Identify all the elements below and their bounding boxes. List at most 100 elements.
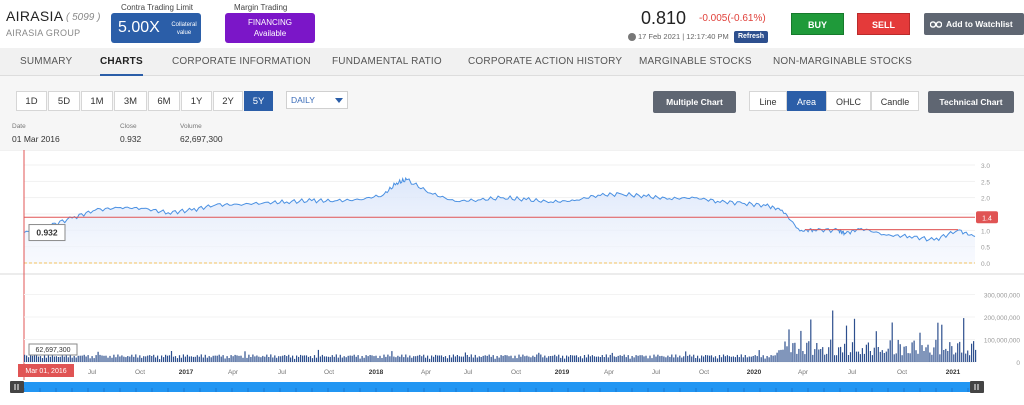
volume-bar [893,354,895,362]
volume-bar [460,356,462,362]
volume-bar [87,355,89,362]
volume-bar [534,356,536,362]
x-axis-tick-label: Oct [897,369,907,376]
volume-bar [190,356,192,362]
volume-bar [196,355,198,362]
volume-bar [857,351,860,362]
volume-bar [740,354,742,362]
contra-limit-label: Contra Trading Limit [121,3,194,12]
period-1d[interactable]: 1D [16,91,47,111]
period-1m[interactable]: 1M [81,91,113,111]
refresh-button[interactable]: Refresh [734,31,768,43]
volume-bar [776,352,778,362]
tab-corporate-information[interactable]: CORPORATE INFORMATION [172,56,311,67]
volume-bar [540,354,542,362]
volume-bar [633,357,635,362]
volume-bar [309,356,312,362]
multiple-chart-button[interactable]: Multiple Chart [653,91,736,113]
volume-bar [552,355,554,362]
volume-bar [617,355,619,362]
volume-bar [224,358,226,362]
period-2y[interactable]: 2Y [213,91,243,111]
volume-bar [250,357,252,362]
volume-bar [915,350,917,362]
volume-bar [39,356,42,362]
volume-bar [512,358,514,362]
volume-bar [572,355,574,362]
add-to-watchlist-button[interactable]: Add to Watchlist [924,13,1024,35]
volume-bar [595,356,597,362]
volume-bar [716,358,719,362]
volume-bar [151,356,153,362]
volume-bar [583,355,586,362]
stock-code: ( 5099 ) [66,12,101,23]
x-axis-tick-label: Jul [848,369,857,376]
period-5d[interactable]: 5D [48,91,80,111]
navigator-scrollbar[interactable] [10,382,984,392]
tab-fundamental-ratio[interactable]: FUNDAMENTAL RATIO [332,56,442,67]
technical-chart-button[interactable]: Technical Chart [928,91,1014,113]
volume-bar [907,353,909,362]
volume-bar [651,358,653,362]
chart-type-area[interactable]: Area [787,91,826,111]
volume-bar [875,331,877,362]
chart-type-ohlc[interactable]: OHLC [826,91,871,111]
tab-marginable-stocks[interactable]: MARGINABLE STOCKS [639,56,752,67]
period-1y[interactable]: 1Y [181,91,212,111]
price-volume-chart[interactable]: 0.00.51.01.52.02.53.01.40.9320100,000,00… [0,149,1024,400]
volume-bar [921,345,923,362]
volume-bar [728,356,730,362]
price-timestamp: 17 Feb 2021 | 12:17:40 PM [638,32,729,41]
volume-bar [272,357,274,362]
volume-bar [836,355,838,362]
frequency-select[interactable]: DAILY [286,91,348,109]
volume-bar [645,355,647,362]
volume-bar [959,341,961,362]
chart-type-line[interactable]: Line [749,91,787,111]
volume-bar [845,325,848,362]
navigator-handle-left[interactable] [10,381,24,393]
volume-bar [178,355,181,362]
volume-axis-tick-label: 200,000,000 [984,315,1021,322]
period-3m[interactable]: 3M [114,91,147,111]
volume-bar [838,347,840,362]
volume-bar [589,356,591,362]
volume-bar [212,355,214,362]
volume-bar [240,355,242,362]
price-axis-tick-label: 1.0 [981,228,990,235]
volume-bar [828,347,830,362]
volume-bar [778,350,780,362]
volume-bar [427,355,429,362]
volume-bar [371,355,373,362]
navigator-handle-right[interactable] [970,381,984,393]
tab-summary[interactable]: SUMMARY [20,56,73,67]
tab-charts[interactable]: CHARTS [100,48,143,76]
period-5y[interactable]: 5Y [244,91,273,111]
section-tabs: SUMMARY CHARTS CORPORATE INFORMATION FUN… [0,48,1024,76]
volume-axis-tick-label: 0 [1016,360,1020,367]
price-axis-tick-label: 2.0 [981,196,990,203]
volume-bar [222,355,224,362]
period-6m[interactable]: 6M [148,91,180,111]
volume-bar [389,356,391,362]
volume-bar [550,356,552,362]
volume-bar [165,354,167,362]
volume-bar [796,353,798,362]
volume-bar [738,357,740,362]
date-value: 01 Mar 2016 [12,134,60,144]
volume-bar [786,346,788,362]
chart-type-candle[interactable]: Candle [871,91,919,111]
volume-bar [649,355,651,362]
volume-bar [570,355,572,362]
tab-corporate-action-history[interactable]: CORPORATE ACTION HISTORY [468,56,623,67]
buy-button[interactable]: BUY [791,13,844,35]
price-chart-area[interactable]: 0.00.51.01.52.02.53.01.40.9320100,000,00… [0,149,1024,400]
tab-non-marginable-stocks[interactable]: NON-MARGINABLE STOCKS [773,56,913,67]
volume-bar [703,356,705,362]
volume-bar [419,354,421,362]
volume-bar [574,355,576,362]
volume-bar [903,346,905,362]
sell-button[interactable]: SELL [857,13,910,35]
volume-bar [101,355,103,362]
volume-bar [913,340,915,362]
